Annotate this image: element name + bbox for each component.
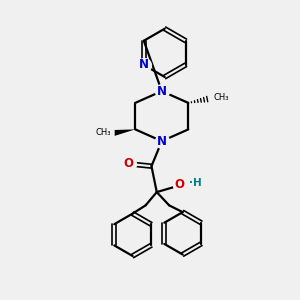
Text: N: N [157, 135, 167, 148]
Text: ·H: ·H [189, 178, 202, 188]
Text: O: O [174, 178, 184, 191]
Text: CH₃: CH₃ [214, 93, 230, 102]
Text: N: N [157, 85, 167, 98]
Text: N: N [139, 58, 149, 71]
Polygon shape [115, 129, 135, 136]
Text: CH₃: CH₃ [96, 128, 111, 137]
Text: O: O [124, 157, 134, 170]
